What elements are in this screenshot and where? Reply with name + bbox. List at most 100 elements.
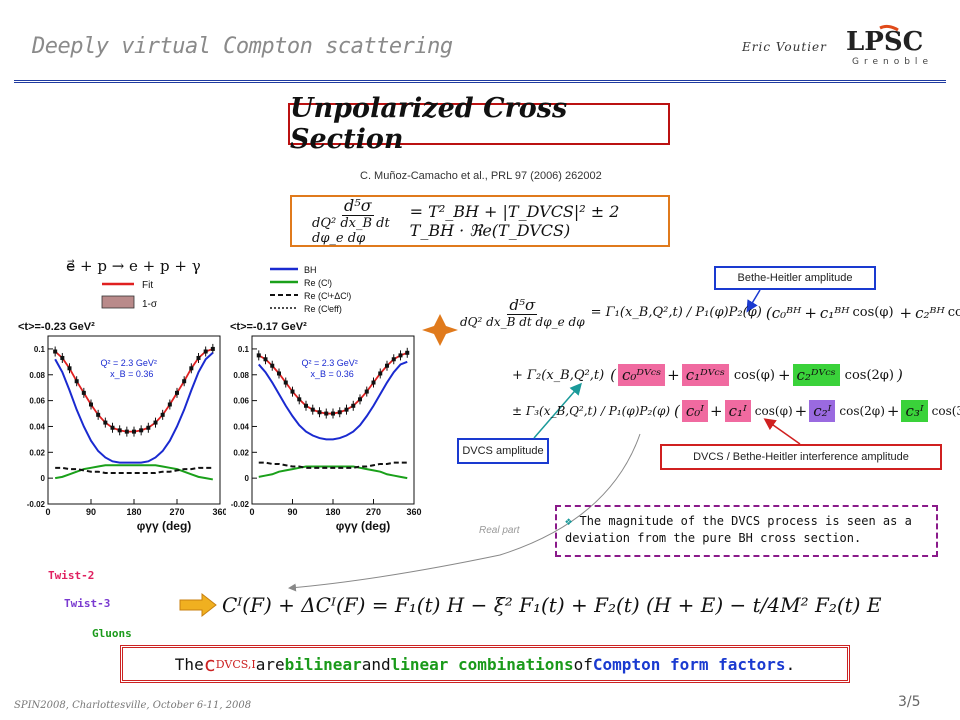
x-axis-label: φγγ (deg) xyxy=(137,519,192,533)
data-point xyxy=(203,349,208,354)
data-point xyxy=(310,407,315,412)
y-tick-label: 0.1 xyxy=(238,345,250,354)
data-point xyxy=(277,371,281,376)
data-point xyxy=(132,429,136,434)
x-tick-label: 90 xyxy=(287,507,297,517)
twist-3-label: Twist-3 xyxy=(64,597,111,610)
data-point xyxy=(67,366,72,371)
y-tick-label: -0.02 xyxy=(231,500,250,509)
x-tick-label: 360 xyxy=(406,507,421,517)
equation-rhs: = T²_BH + |T_DVCS|² ± 2 T_BH · ℜe(T_DVCS… xyxy=(409,202,620,240)
legend-re-ci-dci: Re (Cᴵ+ΔCᴵ) xyxy=(304,291,351,301)
data-point xyxy=(337,410,342,415)
cff-text: Compton form factors xyxy=(592,654,786,674)
bilinear-text: bilinear xyxy=(284,654,362,674)
c2bh-term: c₂ᴮᴴ xyxy=(915,303,945,322)
data-point xyxy=(364,389,369,394)
y-tick-label: 0.06 xyxy=(233,397,249,406)
series-line xyxy=(257,360,408,441)
gluons-label: Gluons xyxy=(92,627,132,640)
cff-formula: Cᴵ(F) + ΔCᴵ(F) = F₁(t) H − ξ² F₁(t) + F₂… xyxy=(222,593,882,617)
data-point xyxy=(378,371,383,376)
data-point xyxy=(74,379,79,384)
c-symbol: c xyxy=(203,652,216,676)
y-tick-label: 0.04 xyxy=(233,422,249,431)
cross-section-equation: d⁵σ dQ² dx_B dt dφ_e dφ = T²_BH + |T_DVC… xyxy=(290,195,670,247)
plot-t-label: <t>=-0.23 GeV² xyxy=(18,321,95,333)
equation-lhs: d⁵σ dQ² dx_B dt dφ_e dφ xyxy=(312,196,390,246)
data-point xyxy=(182,379,187,384)
big-eq-gamma3: ± Γ₃(x_B,Q²,t) / P₁(φ)P₂(φ) xyxy=(512,404,671,418)
data-point xyxy=(358,397,362,402)
series-line xyxy=(258,465,408,480)
c0bh-term: c₀ᴮᴴ xyxy=(771,303,802,322)
xb-label: x_B = 0.36 xyxy=(110,369,153,379)
y-tick-label: 0.08 xyxy=(233,371,249,380)
big-eq-lhs: d⁵σ dQ² dx_B dt dφ_e dφ xyxy=(460,296,585,329)
data-point xyxy=(324,411,329,416)
data-point xyxy=(89,402,93,407)
plot-t-label: <t>=-0.17 GeV² xyxy=(230,321,307,333)
data-point xyxy=(290,389,295,394)
x-tick-label: 180 xyxy=(325,507,340,517)
data-point xyxy=(53,349,58,354)
c1bh-term: c₁ᴮᴴ xyxy=(819,303,850,322)
c2dvcs-term: c₂ᴰⱽᶜˢ xyxy=(792,364,840,386)
data-point xyxy=(256,353,261,358)
y-tick-label: 0.02 xyxy=(233,448,249,457)
diamond-bullet-icon: ❖ xyxy=(565,514,573,528)
real-part-label: Real part xyxy=(479,525,520,536)
data-point xyxy=(96,412,101,417)
x-tick-label: 0 xyxy=(45,507,50,517)
data-point xyxy=(110,425,115,430)
dvcs-note: ❖ The magnitude of the DVCS process is s… xyxy=(555,505,938,557)
data-point xyxy=(196,355,201,360)
data-point xyxy=(297,397,302,402)
series-line xyxy=(258,461,408,469)
q2-label: Q² = 2.3 GeV² xyxy=(101,358,157,368)
cross-section-plot-left: <t>=-0.23 GeV²0.10.080.060.040.020-0.020… xyxy=(14,316,228,538)
legend-fit: Fit xyxy=(142,280,153,291)
lpsc-logo: LPSC Grenoble xyxy=(846,24,933,67)
data-point xyxy=(405,350,410,355)
x-tick-label: 180 xyxy=(126,507,141,517)
data-point xyxy=(81,390,86,395)
conclusion-box: The c DVCS,I are bilinear and linear comb… xyxy=(120,645,850,683)
x-axis-label: φγγ (deg) xyxy=(336,519,391,533)
x-tick-label: 270 xyxy=(169,507,184,517)
y-tick-label: 0 xyxy=(41,474,46,483)
legend-left: Fit 1-σ xyxy=(101,280,158,310)
q2-label: Q² = 2.3 GeV² xyxy=(302,358,358,368)
data-point xyxy=(60,355,65,360)
data-point xyxy=(344,407,349,412)
x-tick-label: 90 xyxy=(86,507,96,517)
series-line xyxy=(54,352,214,464)
c3i-term: c₃ᴵ xyxy=(901,400,928,422)
data-point xyxy=(283,380,288,385)
c1i-term: c₁ᴵ xyxy=(724,400,751,422)
logo-text-top: LPSC xyxy=(846,27,923,57)
y-tick-label: -0.02 xyxy=(27,500,46,509)
data-point xyxy=(124,429,129,434)
linear-text: linear combinations xyxy=(390,654,574,674)
c1dvcs-term: c₁ᴰⱽᶜˢ xyxy=(681,364,729,386)
data-point xyxy=(331,411,335,416)
c-superscript: DVCS,I xyxy=(215,657,256,671)
interference-label: DVCS / Bethe-Heitler interference amplit… xyxy=(660,444,942,470)
data-point xyxy=(117,428,122,433)
legend-re-ceff: Re (Cᴵeff) xyxy=(304,304,342,314)
data-point xyxy=(317,410,322,415)
y-tick-label: 0 xyxy=(245,474,250,483)
data-point xyxy=(391,357,396,362)
y-tick-label: 0.02 xyxy=(29,448,45,457)
logo-text-bottom: Grenoble xyxy=(852,57,933,67)
data-point xyxy=(103,420,108,425)
series-line xyxy=(55,466,213,474)
big-eq-gamma2: + Γ₂(x_B,Q²,t) xyxy=(512,367,605,383)
c0dvcs-term: c₀ᴰⱽᶜˢ xyxy=(618,364,666,386)
big-eq-gamma1: = Γ₁(x_B,Q²,t) / P₁(φ)P₂(φ) xyxy=(590,305,762,320)
data-point xyxy=(153,420,158,425)
data-point xyxy=(175,390,179,395)
author-name: Eric Voutier xyxy=(742,40,827,54)
data-point xyxy=(146,425,151,430)
